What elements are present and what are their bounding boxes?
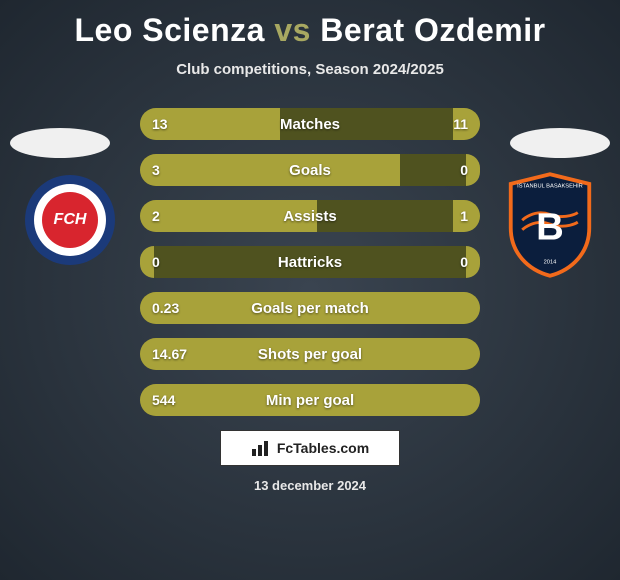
basaksehir-badge: B ISTANBUL BASAKSEHIR 2014 bbox=[505, 170, 595, 280]
fctables-watermark: FcTables.com bbox=[220, 430, 400, 466]
vs-separator: vs bbox=[274, 12, 311, 48]
heidenheim-badge: FCH bbox=[25, 175, 115, 265]
player1-oval bbox=[10, 128, 110, 158]
stat-label: Goals bbox=[140, 154, 480, 186]
stat-label: Hattricks bbox=[140, 246, 480, 278]
player1-name: Leo Scienza bbox=[74, 12, 264, 48]
stat-label: Shots per goal bbox=[140, 338, 480, 370]
basaksehir-badge-label: ISTANBUL BASAKSEHIR bbox=[517, 184, 583, 190]
stat-label: Goals per match bbox=[140, 292, 480, 324]
stat-label: Assists bbox=[140, 200, 480, 232]
club-logo-right: B ISTANBUL BASAKSEHIR 2014 bbox=[505, 180, 595, 270]
stat-row: 30Goals bbox=[140, 154, 480, 186]
stat-row: 0.23Goals per match bbox=[140, 292, 480, 324]
player2-oval bbox=[510, 128, 610, 158]
svg-text:2014: 2014 bbox=[544, 259, 558, 265]
club-logo-left: FCH bbox=[25, 175, 115, 265]
generation-date: 13 december 2024 bbox=[0, 478, 620, 493]
player2-name: Berat Ozdemir bbox=[320, 12, 545, 48]
stat-row: 544Min per goal bbox=[140, 384, 480, 416]
bar-chart-icon bbox=[251, 439, 273, 457]
basaksehir-badge-text: B bbox=[536, 205, 564, 248]
stat-row: 14.67Shots per goal bbox=[140, 338, 480, 370]
stat-row: 00Hattricks bbox=[140, 246, 480, 278]
comparison-title: Leo Scienza vs Berat Ozdemir bbox=[0, 0, 620, 49]
subtitle: Club competitions, Season 2024/2025 bbox=[0, 61, 620, 78]
stat-row: 21Assists bbox=[140, 200, 480, 232]
stat-label: Min per goal bbox=[140, 384, 480, 416]
heidenheim-badge-text: FCH bbox=[42, 192, 98, 248]
watermark-text: FcTables.com bbox=[277, 440, 369, 456]
stat-row: 1311Matches bbox=[140, 108, 480, 140]
stats-container: 1311Matches 30Goals 21Assists 00Hattricks 0.… bbox=[140, 108, 480, 416]
stat-label: Matches bbox=[140, 108, 480, 140]
